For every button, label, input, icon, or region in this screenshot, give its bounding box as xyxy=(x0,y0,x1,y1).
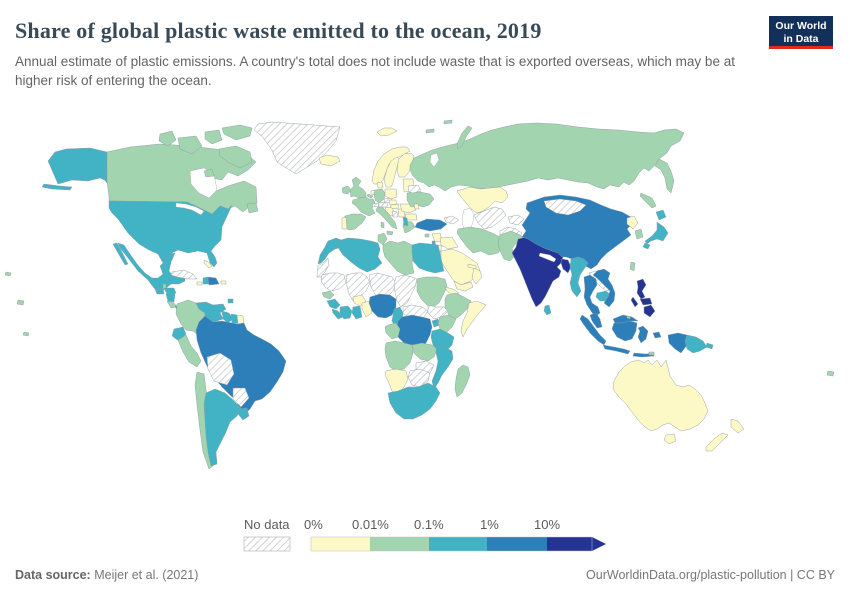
svg-text:0%: 0% xyxy=(304,517,323,532)
svg-text:0.01%: 0.01% xyxy=(352,517,389,532)
svg-text:10%: 10% xyxy=(534,517,560,532)
svg-text:No data: No data xyxy=(244,517,290,532)
svg-text:1%: 1% xyxy=(480,517,499,532)
svg-text:0.1%: 0.1% xyxy=(414,517,444,532)
